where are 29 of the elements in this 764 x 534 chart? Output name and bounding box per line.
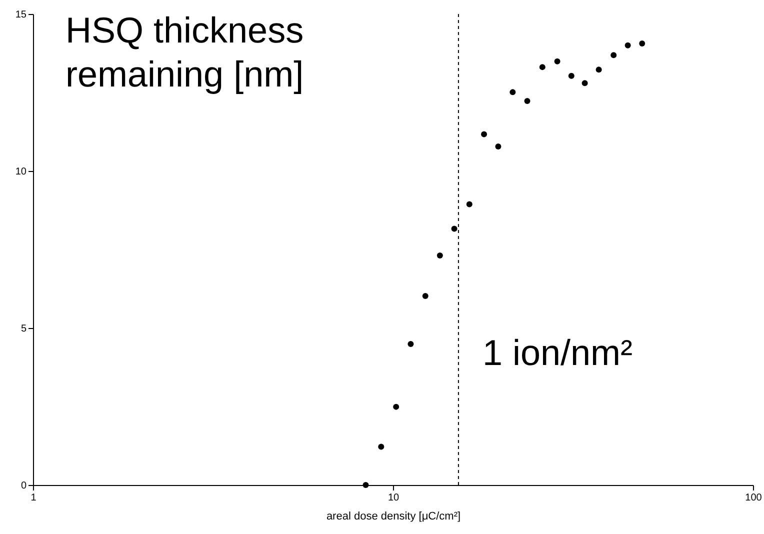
point [378,444,384,450]
point [510,89,516,96]
point [495,144,502,150]
point [539,64,546,70]
x-tick-label: 1 [30,492,37,504]
x-tick-label: 10 [388,492,400,504]
y-axis-title: HSQ thickness remaining [nm] [66,10,304,94]
x-tick-label: 100 [745,492,762,504]
point [610,52,617,58]
ref-line-label: 1 ion/nm² [482,332,633,373]
point [466,201,472,208]
point [554,58,560,64]
point [582,80,588,86]
y-tick-label: 10 [15,166,27,178]
x-axis-title: areal dose density [μC/cm²] [326,510,461,522]
point [451,226,458,232]
point [624,42,631,48]
y-tick-label: 5 [20,324,27,334]
point [568,72,574,79]
y-tick-label: 15 [15,10,27,20]
point [481,131,488,138]
point [524,98,530,104]
point [393,404,400,410]
point [422,292,428,299]
point [408,341,414,348]
point [596,66,602,73]
point [639,40,646,47]
point [436,252,443,258]
y-tick-label: 0 [20,480,27,492]
